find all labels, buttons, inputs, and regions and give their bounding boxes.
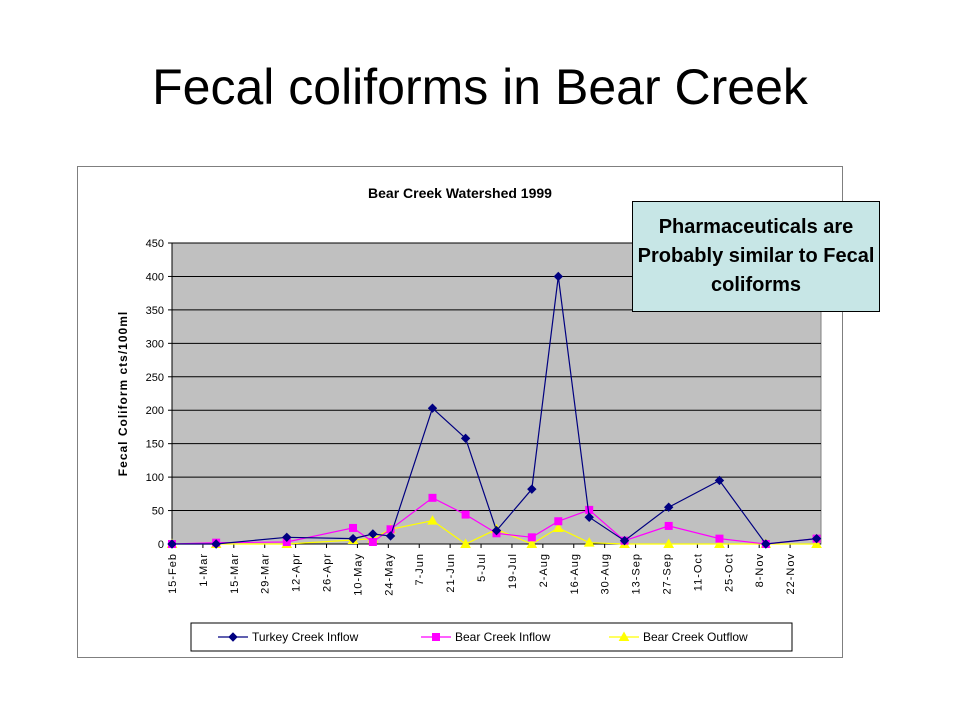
y-tick-label: 150 bbox=[146, 439, 164, 451]
series-point bbox=[432, 633, 440, 641]
y-tick-label: 50 bbox=[152, 506, 164, 518]
series-point bbox=[228, 632, 238, 642]
series-point bbox=[664, 521, 673, 530]
series-point bbox=[428, 493, 437, 502]
slide-title: Fecal coliforms in Bear Creek bbox=[152, 59, 808, 115]
series-point bbox=[167, 539, 177, 549]
series-point bbox=[368, 529, 378, 539]
x-tick-label: 29-Mar bbox=[260, 553, 272, 594]
legend-label: Bear Creek Outflow bbox=[643, 630, 748, 644]
series-point bbox=[348, 533, 358, 544]
series-point bbox=[663, 502, 674, 512]
x-tick-label: 26-Apr bbox=[322, 553, 334, 592]
series-point bbox=[368, 537, 377, 546]
series-point bbox=[584, 512, 594, 522]
series-point bbox=[427, 515, 438, 525]
x-tick-label: 19-Jul bbox=[507, 553, 519, 589]
chart-svg: Bear Creek Watershed 1999 0 50 100 150 200 250… bbox=[116, 185, 822, 652]
series-point bbox=[553, 271, 564, 282]
series-point bbox=[714, 538, 725, 548]
y-tick-label: 0 bbox=[158, 539, 164, 551]
x-tick-label: 13-Sep bbox=[631, 553, 643, 594]
x-tick-label: 30-Aug bbox=[600, 553, 612, 594]
series-point bbox=[618, 631, 630, 641]
x-tick-label: 27-Sep bbox=[661, 553, 673, 594]
y-tick-label: 200 bbox=[146, 405, 164, 417]
series-point bbox=[583, 537, 595, 547]
x-tick-label: 5-Jul bbox=[476, 553, 488, 582]
series-point bbox=[811, 533, 822, 544]
legend-label: Turkey Creek Inflow bbox=[252, 630, 359, 644]
series-point bbox=[460, 538, 471, 548]
x-tick-label: 12-Apr bbox=[291, 553, 303, 592]
x-tick-label: 16-Aug bbox=[569, 553, 581, 594]
x-tick-label: 22-Nov bbox=[785, 553, 797, 594]
x-tick-label: 7-Jun bbox=[414, 553, 426, 586]
series-point bbox=[491, 525, 502, 536]
legend-label: Bear Creek Inflow bbox=[455, 630, 551, 644]
x-tick-label: 15-Feb bbox=[167, 553, 179, 594]
series-point bbox=[663, 538, 675, 548]
y-tick-label: 400 bbox=[146, 271, 164, 283]
x-tick-label: 25-Oct bbox=[723, 553, 735, 592]
series-point bbox=[527, 484, 537, 494]
y-tick-label: 100 bbox=[146, 472, 164, 484]
series-point bbox=[552, 522, 564, 532]
x-tick-label: 15-Mar bbox=[229, 553, 241, 594]
x-tick-label: 8-Nov bbox=[754, 553, 766, 587]
series-point bbox=[585, 505, 594, 514]
callout-box: Pharmaceuticals are Probably similar to … bbox=[632, 201, 880, 312]
series-point bbox=[526, 538, 538, 548]
series-point bbox=[427, 403, 438, 413]
series-point bbox=[349, 523, 358, 532]
series-point bbox=[811, 538, 822, 548]
x-tick-label: 24-May bbox=[383, 553, 395, 596]
y-tick-label: 350 bbox=[146, 305, 164, 317]
x-tick-label: 2-Aug bbox=[538, 553, 550, 587]
y-axis-label: Fecal Coliform cts/100ml bbox=[116, 311, 130, 476]
legend-box bbox=[190, 622, 793, 652]
y-tick-label: 450 bbox=[146, 238, 164, 250]
chart-title: Bear Creek Watershed 1999 bbox=[368, 185, 552, 201]
series-point bbox=[461, 510, 470, 519]
series-point bbox=[282, 532, 292, 543]
series-point bbox=[460, 433, 471, 444]
x-tick-label: 1-Mar bbox=[198, 553, 210, 587]
x-tick-label: 21-Jun bbox=[445, 553, 457, 593]
y-tick-label: 250 bbox=[146, 372, 164, 384]
series-point bbox=[714, 475, 725, 486]
y-tick-label: 300 bbox=[146, 338, 164, 350]
series-point bbox=[527, 533, 536, 542]
series-point bbox=[619, 535, 630, 546]
series-point bbox=[761, 539, 771, 549]
x-tick-label: 10-May bbox=[352, 553, 364, 596]
series-point bbox=[211, 539, 221, 549]
series-point bbox=[385, 531, 396, 541]
series-point bbox=[554, 517, 563, 526]
series-point bbox=[715, 534, 724, 543]
x-tick-label: 11-Oct bbox=[692, 553, 704, 591]
